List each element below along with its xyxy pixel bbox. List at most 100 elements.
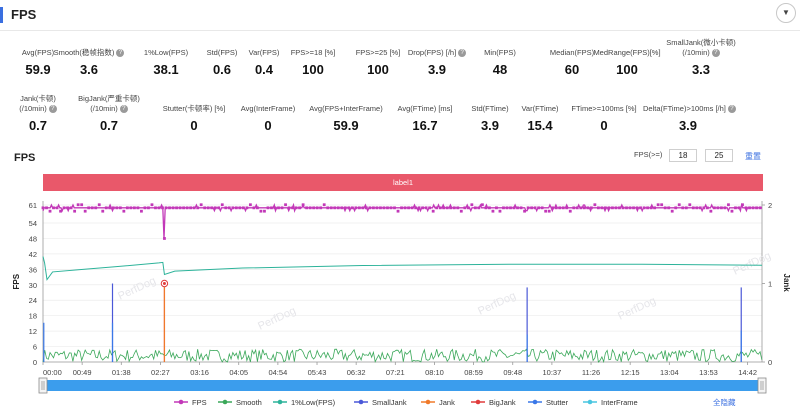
fps-point — [368, 206, 372, 210]
legend-item-1-low-fps-[interactable]: 1%Low(FPS) — [291, 398, 336, 407]
help-icon[interactable]: ? — [48, 105, 57, 114]
metric-label: FTime>=100ms [%] — [571, 104, 637, 113]
fps-point — [329, 206, 333, 210]
zoom-slider-handle-right[interactable] — [757, 377, 767, 394]
help-icon[interactable]: ? — [727, 105, 736, 114]
help-icon[interactable]: ? — [711, 49, 720, 58]
fps-point — [175, 206, 178, 210]
y-right-tick-label: 0 — [768, 358, 772, 367]
legend-item-jank[interactable]: Jank — [439, 398, 455, 407]
fps-point — [256, 206, 259, 210]
x-tick-label: 08:59 — [464, 368, 483, 377]
fps-point — [87, 206, 91, 210]
metric-label: Var(FTime) — [521, 104, 559, 113]
fps-point — [263, 209, 266, 213]
chevron-down-icon[interactable]: ▼ — [776, 3, 796, 23]
y-tick-label: 61 — [29, 201, 37, 210]
help-icon[interactable]: ? — [458, 49, 467, 58]
chart-title: FPS — [14, 152, 36, 164]
fps-point — [231, 206, 235, 210]
legend-swatch-dot — [222, 399, 228, 405]
fps-point — [698, 206, 702, 210]
fps-point — [206, 206, 210, 210]
fps-point — [421, 206, 425, 210]
help-icon[interactable]: ? — [116, 49, 125, 58]
fps-point — [393, 206, 396, 210]
y-tick-label: 36 — [29, 265, 37, 274]
fps-point — [375, 206, 379, 210]
fps-point — [389, 206, 393, 210]
y-tick-label: 48 — [29, 234, 37, 243]
hide-all-button[interactable]: 全隐藏 — [713, 397, 736, 407]
fps-point — [364, 206, 368, 210]
legend-item-interframe[interactable]: InterFrame — [601, 398, 638, 407]
fps-point — [681, 206, 685, 210]
legend-item-stutter[interactable]: Stutter — [546, 398, 569, 407]
fps-point — [547, 209, 551, 213]
fps-point — [473, 206, 477, 210]
fps-point — [660, 203, 664, 207]
fps-point — [716, 206, 720, 210]
fps-point — [709, 209, 713, 213]
fps-point — [301, 203, 305, 207]
fps-point — [523, 209, 526, 213]
legend-item-fps[interactable]: FPS — [192, 398, 207, 407]
reset-button[interactable]: 重置 — [745, 152, 761, 161]
x-tick-label: 10:37 — [543, 368, 562, 377]
fps-point — [280, 206, 284, 210]
metric-label: Avg(FPS) — [21, 48, 55, 57]
fps-point — [361, 206, 365, 210]
metric-label: Drop(FPS) [/h]? — [392, 48, 482, 58]
fps-point — [748, 206, 751, 210]
fps-point — [646, 206, 649, 210]
legend-item-smooth[interactable]: Smooth — [236, 398, 262, 407]
fps-point — [164, 206, 168, 210]
fps-point — [656, 203, 660, 207]
fps-point — [741, 203, 744, 207]
legend-item-smalljank[interactable]: SmallJank — [372, 398, 407, 407]
fps-point — [452, 206, 456, 210]
x-tick-label: 11:26 — [582, 368, 600, 377]
fps-point — [354, 206, 358, 210]
fps-threshold-input-1[interactable] — [669, 149, 697, 162]
fps-point — [649, 206, 653, 210]
fps-point — [484, 206, 488, 210]
metric-median-fps: Median(FPS) 60 — [527, 48, 617, 77]
fps-point — [66, 206, 70, 210]
x-tick-label: 07:21 — [386, 368, 405, 377]
section-title: FPS — [11, 7, 37, 22]
fps-point — [449, 206, 453, 210]
fps-point — [319, 206, 323, 210]
metric-smalljank: SmallJank(微小卡顿) (/10min)? 3.3 — [656, 38, 746, 77]
fps-point — [48, 209, 52, 213]
fps-point — [122, 209, 126, 213]
zoom-slider-handle-left[interactable] — [38, 377, 48, 394]
metric-label: Min(FPS) — [484, 48, 516, 57]
fps-point — [259, 209, 263, 213]
zoom-slider-track — [43, 380, 762, 391]
fps-point — [154, 206, 157, 210]
fps-threshold-input-2[interactable] — [705, 149, 733, 162]
fps-point — [435, 206, 439, 210]
help-icon[interactable]: ? — [119, 105, 128, 114]
x-tick-label: 01:38 — [112, 368, 131, 377]
legend-swatch-dot — [587, 399, 593, 405]
fps-point — [431, 209, 435, 213]
metric-value: 0 — [190, 118, 198, 133]
fps-point — [55, 206, 59, 210]
y-tick-label: 54 — [29, 219, 37, 228]
fps-point — [308, 206, 312, 210]
section-header: FPS ▼ — [0, 0, 800, 31]
metric-value: 3.6 — [79, 62, 99, 77]
fps-point — [582, 206, 586, 210]
legend-item-bigjank[interactable]: BigJank — [489, 398, 516, 407]
metric-label: SmallJank(微小卡顿) — [666, 38, 736, 47]
watermark: PerfDog — [616, 295, 658, 323]
fps-point — [94, 206, 98, 210]
label-band[interactable]: label1 — [43, 174, 763, 191]
fps-point — [248, 203, 252, 207]
fps-point — [83, 209, 87, 213]
fps-point — [677, 203, 681, 207]
watermark: PerfDog — [116, 275, 158, 303]
